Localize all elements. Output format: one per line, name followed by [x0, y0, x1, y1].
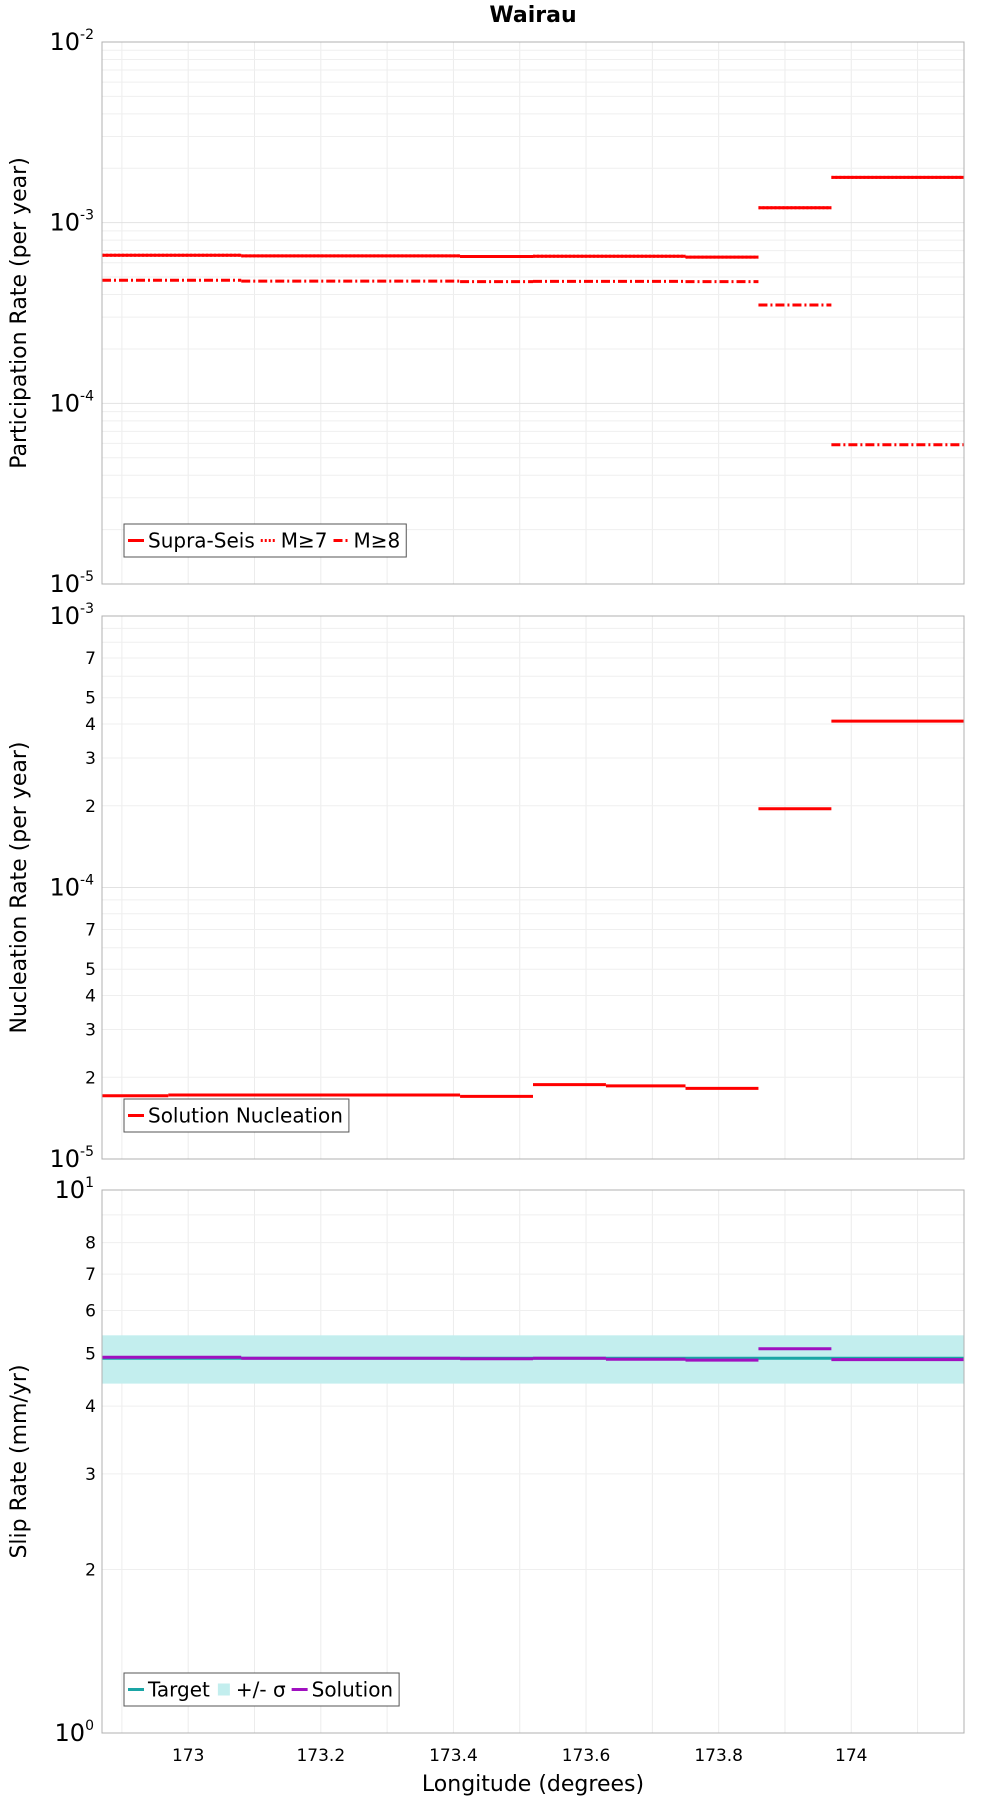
legend: Solution Nucleation	[123, 1098, 350, 1133]
x-axis-title: Longitude (degrees)	[422, 1772, 644, 1797]
y-minor-tick-label: 7	[85, 649, 96, 669]
y-tick-label: 10-2	[49, 27, 94, 56]
y-minor-tick-label: 2	[85, 797, 96, 817]
tick-base: 10	[49, 570, 80, 598]
tick-exponent: 0	[85, 1718, 94, 1734]
tick-base: 10	[55, 1176, 86, 1204]
y-minor-tick-label: 2	[85, 1561, 96, 1581]
legend-label: Target	[147, 1678, 210, 1702]
x-tick-label: 173	[172, 1746, 204, 1766]
tick-exponent: -5	[80, 569, 94, 585]
tick-base: 10	[49, 209, 80, 237]
x-tick-label: 173.8	[694, 1746, 743, 1766]
y-axis-title: Nucleation Rate (per year)	[7, 742, 32, 1034]
plot-frame	[101, 41, 965, 585]
tick-exponent: 1	[85, 1175, 94, 1191]
y-minor-tick-label: 5	[85, 1344, 96, 1364]
y-minor-tick-label: 7	[85, 1265, 96, 1285]
y-minor-tick-label: 6	[85, 1301, 96, 1321]
legend-label: M≥8	[354, 529, 401, 553]
y-axis-title: Slip Rate (mm/yr)	[7, 1364, 32, 1558]
x-tick-label: 173.4	[429, 1746, 478, 1766]
legend-label: M≥7	[281, 529, 328, 553]
tick-base: 10	[49, 874, 80, 902]
y-tick-label: 100	[55, 1718, 94, 1747]
y-minor-tick-label: 3	[85, 1465, 96, 1485]
y-minor-tick-label: 4	[85, 715, 96, 735]
legend-label: Solution	[312, 1678, 393, 1702]
y-minor-tick-label: 3	[85, 1020, 96, 1040]
y-tick-label: 10-5	[49, 1144, 94, 1173]
legend: Target +/- σ Solution	[123, 1672, 400, 1707]
x-tick-label: 174	[835, 1746, 867, 1766]
chart-title: Wairau	[489, 3, 576, 28]
tick-exponent: -4	[80, 873, 94, 889]
y-tick-label: 10-3	[49, 208, 94, 237]
tick-base: 10	[49, 389, 80, 417]
legend-label: Solution Nucleation	[148, 1104, 343, 1128]
y-minor-tick-label: 8	[85, 1234, 96, 1254]
y-minor-tick-label: 5	[85, 960, 96, 980]
y-minor-tick-label: 5	[85, 689, 96, 709]
tick-exponent: -2	[80, 27, 94, 43]
tick-exponent: -4	[80, 388, 94, 404]
y-tick-label: 10-4	[49, 388, 94, 417]
x-tick-label: 173.6	[562, 1746, 611, 1766]
y-tick-label: 10-3	[49, 601, 94, 630]
y-tick-label: 10-4	[49, 873, 94, 902]
legend-label: +/- σ	[236, 1678, 286, 1702]
y-minor-tick-label: 7	[85, 921, 96, 941]
legend-box	[123, 1672, 400, 1707]
y-tick-label: 101	[55, 1175, 94, 1204]
tick-exponent: -3	[80, 601, 94, 617]
y-minor-tick-label: 3	[85, 749, 96, 769]
plot-frame	[101, 1189, 965, 1734]
y-minor-tick-label: 2	[85, 1068, 96, 1088]
legend-swatch	[217, 1683, 230, 1696]
tick-base: 10	[49, 28, 80, 56]
y-minor-tick-label: 4	[85, 1397, 96, 1417]
plot-frame	[101, 615, 965, 1160]
x-tick-label: 173.2	[296, 1746, 345, 1766]
legend-box	[123, 1098, 350, 1133]
y-axis-title: Participation Rate (per year)	[7, 157, 32, 469]
tick-exponent: -3	[80, 208, 94, 224]
legend-label: Supra-Seis	[148, 529, 255, 553]
y-tick-label: 10-5	[49, 569, 94, 598]
tick-exponent: -5	[80, 1144, 94, 1160]
tick-base: 10	[49, 602, 80, 630]
legend: Supra-Seis M≥7 M≥8	[123, 523, 407, 558]
tick-base: 10	[55, 1719, 86, 1747]
tick-base: 10	[49, 1145, 80, 1173]
y-minor-tick-label: 4	[85, 987, 96, 1007]
